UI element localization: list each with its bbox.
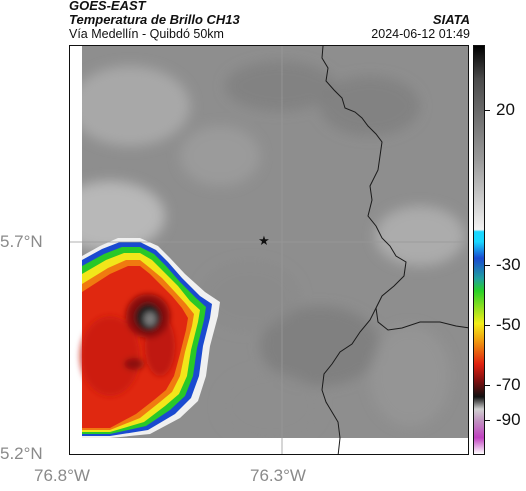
map-canvas: ★ [70,46,468,454]
no-data-left [70,46,82,454]
lon-label-west: 76.8°W [34,466,90,485]
boundary-line-south [321,307,377,454]
colorbar-label-minus50: -50 [496,315,521,334]
cloud-texture [70,61,465,441]
boundary-line [321,46,468,331]
star-icon: ★ [258,234,270,249]
colorbar-label-minus70: -70 [496,375,521,394]
colorbar-label-minus90: -90 [496,410,521,429]
lat-label-north: 5.7°N [0,232,43,251]
colorbar-label-20: 20 [496,100,515,119]
colorbar-tick [485,385,490,386]
colorbar-label-minus30: -30 [496,255,521,274]
route-subtitle: Vía Medellín - Quibdó 50km [69,27,224,41]
timestamp-label: 2024-06-12 01:49 [371,27,470,41]
colorbar-tick [485,420,490,421]
product-title: Temperatura de Brillo CH13 [69,12,240,27]
lat-label-south: 5.2°N [0,444,43,463]
colorbar-tick [485,265,490,266]
colorbar-tick [485,325,490,326]
organization-label: SIATA [432,12,470,27]
satellite-map: ★ [69,45,469,455]
colorbar-tick [485,110,490,111]
lon-label-east: 76.3°W [250,466,306,485]
convective-cell [80,238,220,438]
no-data-bottom [70,438,468,454]
colorbar [473,45,485,455]
satellite-title: GOES-EAST [69,0,146,13]
